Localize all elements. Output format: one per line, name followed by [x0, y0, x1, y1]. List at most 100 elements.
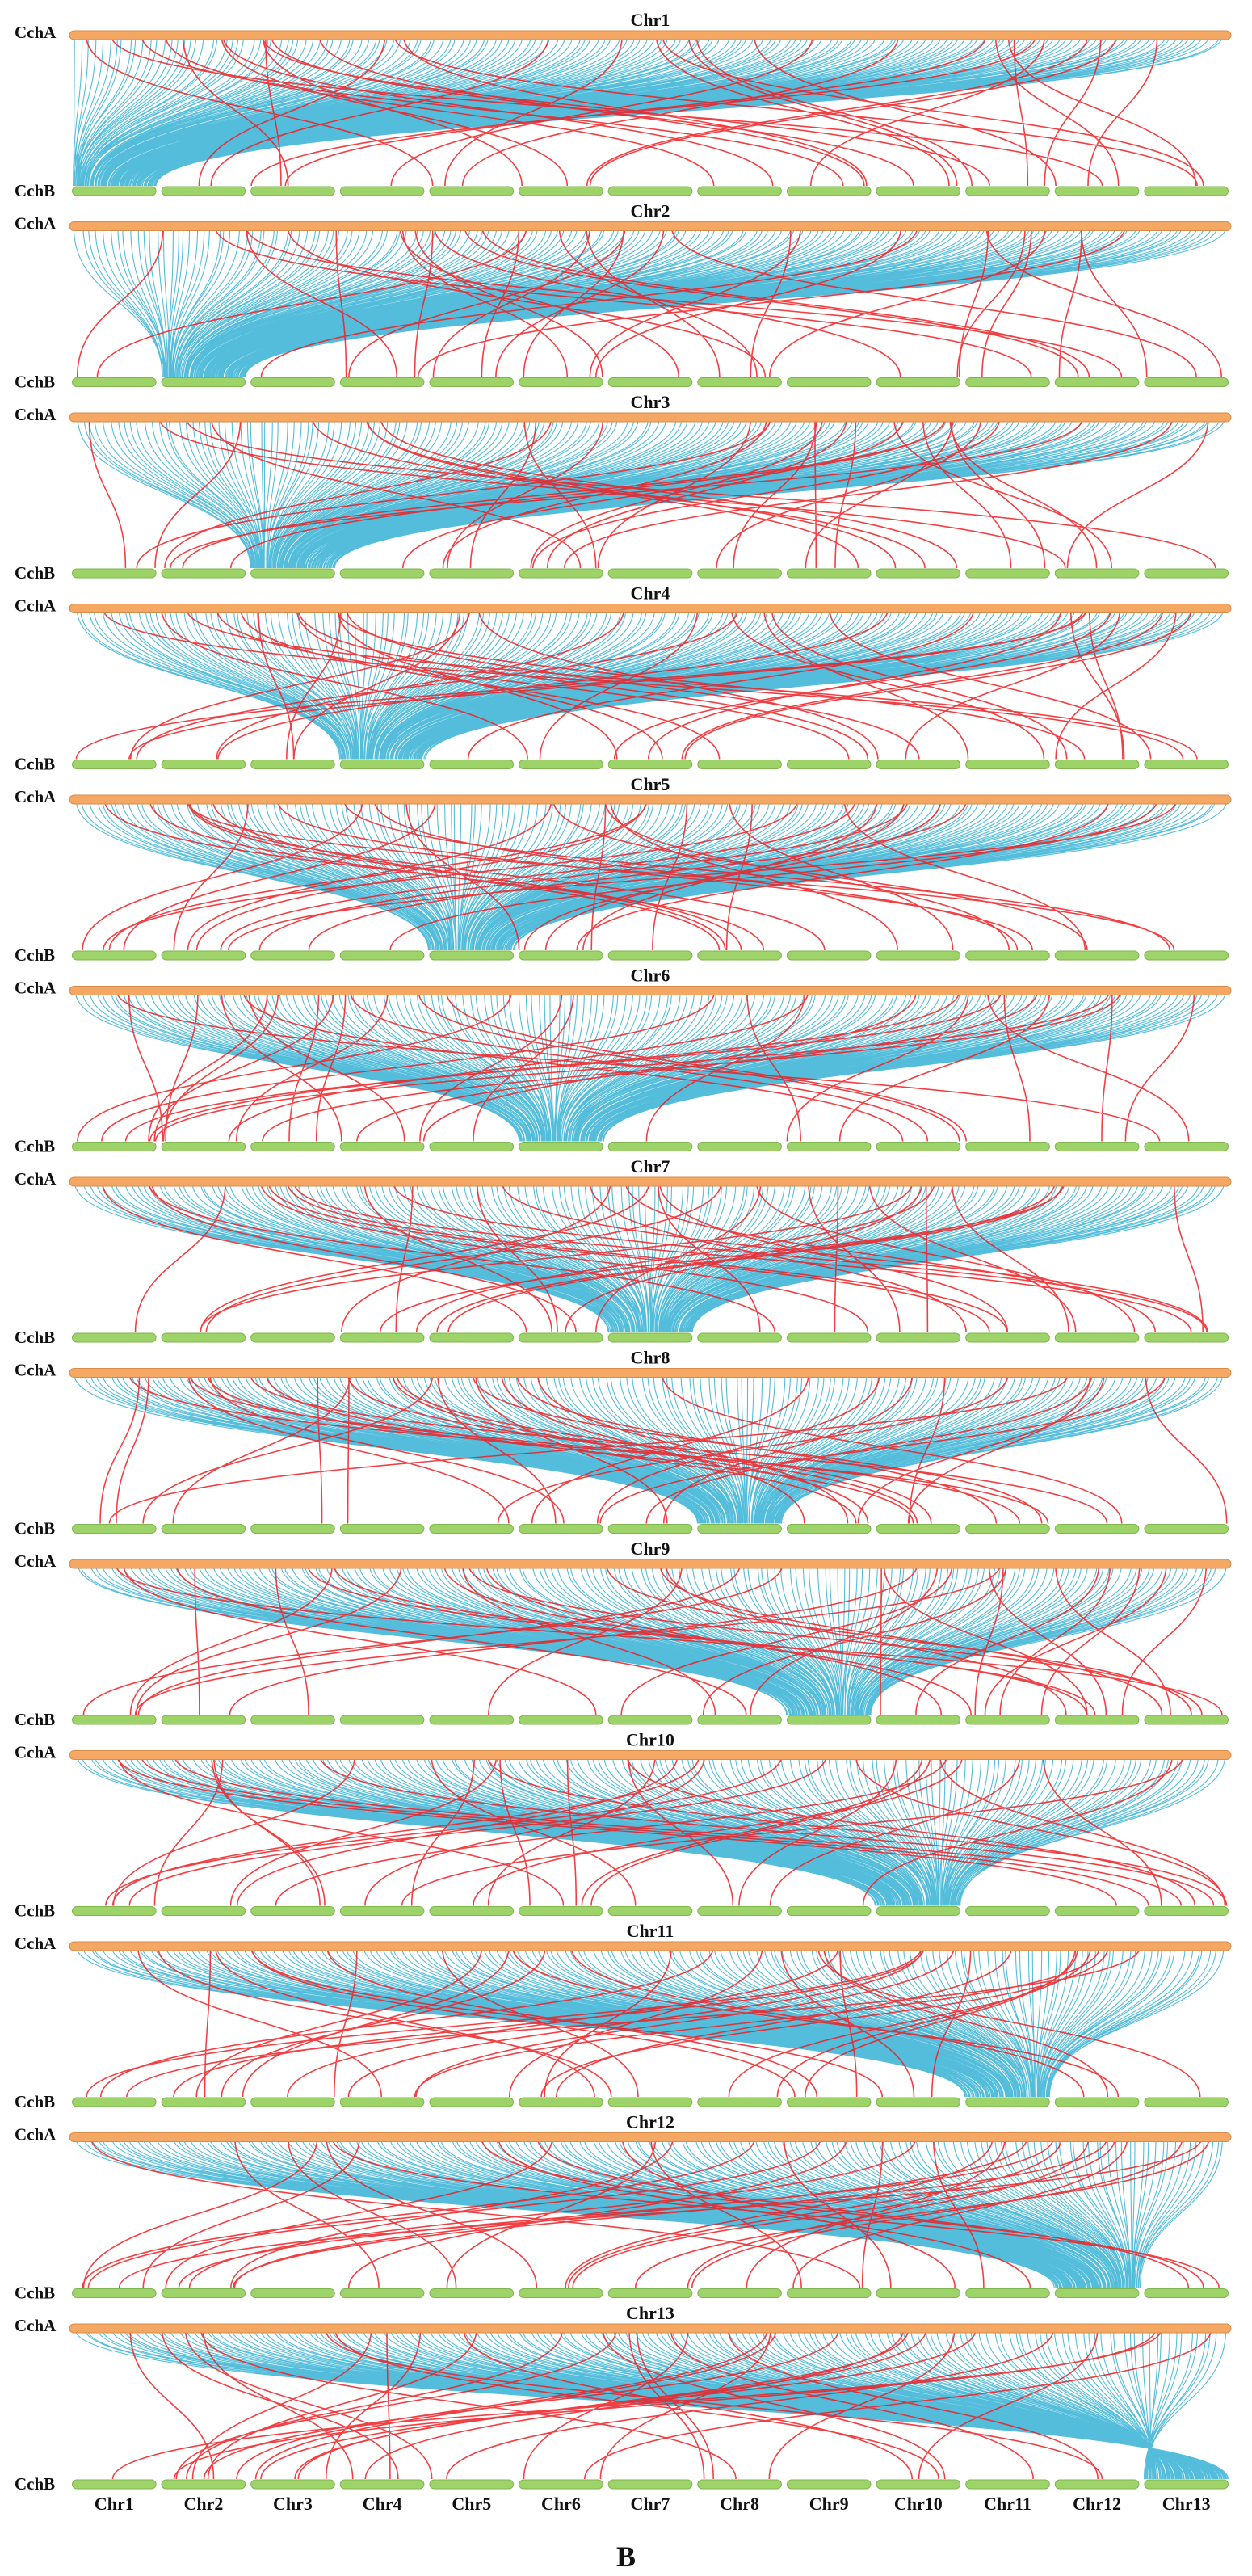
cchB-segment-9	[786, 950, 872, 961]
cchB-segment-2	[161, 186, 246, 196]
row-title: Chr6	[631, 966, 670, 986]
cchB-segment-8	[697, 1332, 782, 1343]
cchB-segment-5	[429, 186, 515, 196]
cchB-segment-4	[339, 186, 425, 196]
cchB-label: CchB	[15, 2474, 55, 2494]
cchB-segment-1	[72, 2097, 157, 2107]
cchA-track	[69, 221, 1232, 231]
cchB-segment-4	[339, 950, 425, 961]
cchA-track	[69, 1559, 1232, 1569]
cchB-segment-3	[250, 2097, 335, 2107]
cchB-segment-13	[1144, 1906, 1229, 1916]
cchB-segment-10	[876, 760, 961, 769]
cchB-segment-6	[519, 568, 603, 579]
cchB-segment-3	[250, 1332, 335, 1343]
cchB-segment-3	[250, 950, 335, 961]
cchB-label: CchB	[15, 1901, 55, 1921]
row-title: Chr13	[626, 2303, 674, 2323]
cchB-segment-12	[1054, 2097, 1140, 2107]
cchB-segment-6	[519, 1142, 603, 1151]
other-links	[88, 417, 1216, 569]
cchB-segment-1	[72, 1715, 157, 1725]
other-links	[111, 2328, 1212, 2480]
cchB-segment-5	[429, 760, 515, 769]
cchB-segment-7	[607, 1142, 693, 1151]
cchB-segment-8	[697, 568, 782, 579]
cchA-track	[69, 2323, 1232, 2334]
cchB-segment-4	[339, 1906, 425, 1916]
cchB-segment-2	[161, 1142, 246, 1151]
cchB-segment-5	[429, 1142, 515, 1151]
cchB-segment-9	[786, 1524, 872, 1534]
row-4: Chr4 CchA CchB	[15, 583, 1232, 774]
cchB-segment-5	[429, 2479, 515, 2490]
cchB-segment-6	[519, 1715, 603, 1725]
cchB-segment-12	[1054, 760, 1140, 769]
row-title: Chr11	[627, 1921, 674, 1941]
cchB-segment-7	[607, 1332, 693, 1343]
cchB-segment-1	[72, 186, 157, 196]
cchB-segment-7	[607, 760, 693, 769]
cchB-segment-7	[607, 568, 693, 579]
cchB-segment-6	[519, 2097, 603, 2107]
row-11: Chr11 CchA CchB	[15, 1921, 1232, 2111]
bottom-chr-label-4: Chr4	[363, 2494, 402, 2514]
cchB-segment-6	[519, 950, 603, 961]
cchB-label: CchB	[15, 1519, 55, 1538]
cchB-segment-11	[965, 1142, 1050, 1151]
cchB-segment-10	[876, 2097, 961, 2107]
cchB-segment-4	[339, 2288, 425, 2298]
cchB-segment-13	[1144, 2288, 1229, 2298]
other-link-bundle	[76, 226, 1222, 377]
row-title: Chr1	[631, 10, 670, 30]
cchB-segment-11	[965, 1906, 1050, 1916]
row-9: Chr9 CchA CchB	[15, 1538, 1232, 1729]
other-link-bundle	[101, 1181, 1208, 1333]
cchB-segment-8	[697, 1524, 782, 1534]
cchB-label: CchB	[15, 2283, 55, 2303]
other-link-bundle	[82, 799, 1178, 951]
cchB-segment-4	[339, 2097, 425, 2107]
cchB-segment-13	[1144, 1142, 1229, 1151]
cchB-segment-3	[250, 1906, 335, 1916]
row-title: Chr9	[631, 1538, 670, 1559]
cchB-segment-5	[429, 1524, 515, 1534]
other-links	[105, 1755, 1228, 1906]
other-links	[82, 1564, 1223, 1715]
bottom-chr-label-6: Chr6	[541, 2494, 581, 2514]
cchB-segment-10	[876, 1524, 961, 1534]
cchB-segment-2	[161, 2097, 246, 2107]
cchB-segment-10	[876, 186, 961, 196]
other-links	[86, 1946, 1201, 2098]
cchB-segment-6	[519, 2288, 603, 2298]
cchB-segment-2	[161, 1332, 246, 1343]
cchB-segment-6	[519, 1332, 603, 1343]
bottom-chr-label-7: Chr7	[631, 2494, 670, 2514]
bottom-chromosome-labels: Chr1 Chr2 Chr3 Chr4 Chr5 Chr6 Chr7 Chr8 Chr9 Chr1…	[95, 2494, 1211, 2514]
cchB-label: CchB	[15, 181, 55, 200]
cchB-segment-7	[607, 1715, 693, 1725]
cchB-segment-7	[607, 2097, 693, 2107]
cchB-segment-11	[965, 950, 1050, 961]
other-links	[85, 35, 1204, 187]
cchB-segment-3	[250, 1142, 335, 1151]
cchB-segment-10	[876, 950, 961, 961]
cchB-segment-7	[607, 2288, 693, 2298]
row-2: Chr2 CchA CchB	[15, 201, 1232, 392]
cchB-segment-3	[250, 760, 335, 769]
cchB-segment-12	[1054, 2479, 1140, 2490]
cchB-segment-2	[161, 2479, 246, 2490]
cchA-label: CchA	[15, 787, 57, 806]
cchB-segment-10	[876, 1332, 961, 1343]
cchB-segment-3	[250, 186, 335, 196]
cchB-segment-11	[965, 2288, 1050, 2298]
row-title: Chr4	[631, 583, 670, 604]
cchB-segment-12	[1054, 1142, 1140, 1151]
cchA-track	[69, 1368, 1232, 1378]
bottom-chr-label-8: Chr8	[720, 2494, 759, 2514]
cchB-segment-12	[1054, 1715, 1140, 1725]
cchA-label: CchA	[15, 979, 57, 998]
cchA-label: CchA	[15, 1743, 57, 1762]
cchB-segment-2	[161, 1715, 246, 1725]
cchB-segment-1	[72, 760, 157, 769]
